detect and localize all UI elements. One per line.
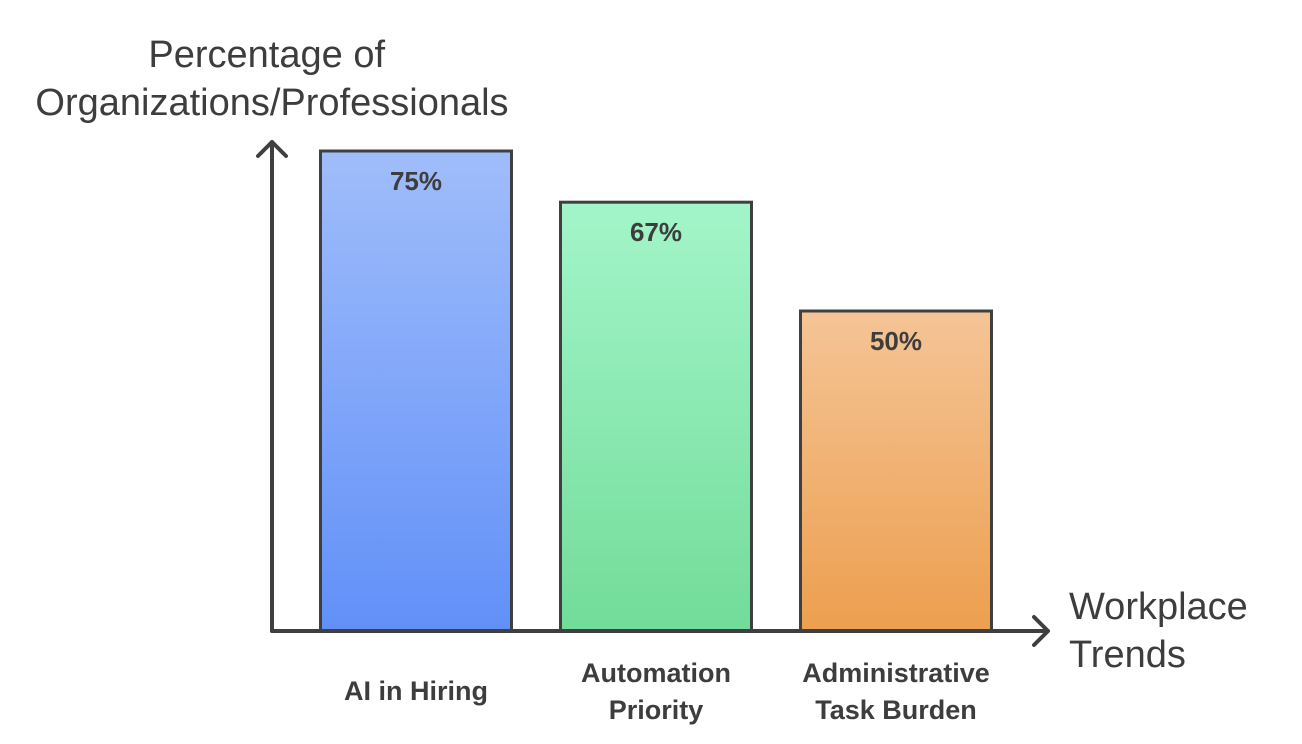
- bar-value-label-1: 75%: [390, 166, 442, 196]
- bar-2: [559, 200, 753, 633]
- bar-3: [799, 309, 993, 633]
- bar-1: [319, 149, 513, 633]
- category-label-3-line-2: Task Burden: [815, 695, 977, 725]
- x-axis-title-line-2: Trends: [1069, 634, 1186, 676]
- category-label-3: Administrative Task Burden: [802, 658, 990, 725]
- y-axis-title: Percentage of Organizations/Professional…: [35, 34, 508, 124]
- x-axis-line: [270, 615, 1050, 647]
- x-axis-title: Workplace Trends: [1069, 586, 1258, 676]
- bar-value-label-3: 50%: [870, 326, 922, 356]
- category-label-2: Automation Priority: [581, 658, 731, 725]
- y-axis-title-line-1: Percentage of: [148, 34, 385, 76]
- category-label-3-line-1: Administrative: [802, 658, 990, 688]
- category-label-2-line-2: Priority: [609, 695, 704, 725]
- bar-value-label-2: 67%: [630, 217, 682, 247]
- y-axis-title-line-2: Organizations/Professionals: [35, 82, 508, 124]
- bars-layer: 75% AI in Hiring 67% Automation Priority 50% A…: [319, 149, 993, 725]
- y-axis-line: [256, 140, 288, 633]
- x-axis-title-line-1: Workplace: [1069, 586, 1248, 628]
- category-label-1-line-1: AI in Hiring: [344, 676, 488, 706]
- category-label-2-line-1: Automation: [581, 658, 731, 688]
- category-label-1: AI in Hiring: [344, 676, 488, 706]
